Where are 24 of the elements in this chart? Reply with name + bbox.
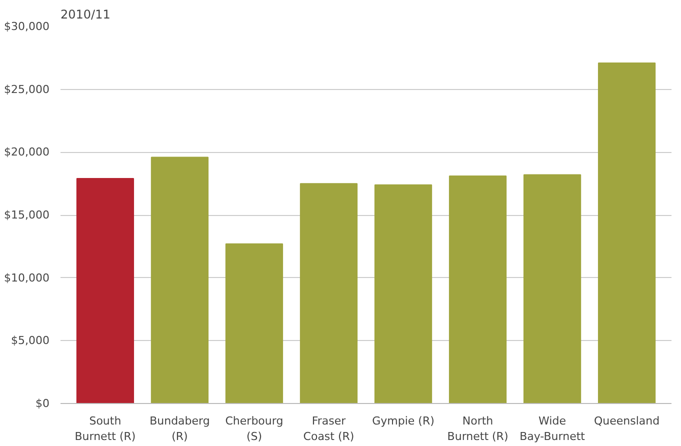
- x-tick-label: South Burnett (R): [74, 414, 136, 444]
- bar: [523, 174, 582, 404]
- x-tick-label: Bundaberg (R): [150, 414, 210, 444]
- chart-title: 2010/11: [60, 8, 110, 22]
- x-tick-label: Wide Bay-Burnett: [520, 414, 586, 444]
- y-tick-label: $5,000: [11, 334, 50, 348]
- bar: [374, 184, 432, 404]
- x-tick-label: Fraser Coast (R): [303, 414, 354, 444]
- y-tick-label: $0: [36, 397, 50, 410]
- y-tick-label: $30,000: [4, 20, 50, 33]
- x-tick-label: Cherbourg (S): [225, 414, 284, 444]
- x-tick-label: North Burnett (R): [447, 414, 508, 444]
- bar: [598, 62, 656, 404]
- y-tick-label: $15,000: [4, 208, 50, 222]
- bar: [76, 178, 134, 404]
- x-tick-label: Gympie (R): [372, 414, 434, 428]
- x-tick-label: Queensland: [594, 414, 660, 428]
- y-tick-label: $20,000: [4, 146, 50, 159]
- y-tick-label: $10,000: [4, 271, 50, 284]
- bar: [448, 176, 507, 404]
- bar: [150, 156, 209, 404]
- bar: [300, 183, 358, 404]
- y-tick-label: $25,000: [4, 82, 50, 96]
- bar: [225, 243, 284, 404]
